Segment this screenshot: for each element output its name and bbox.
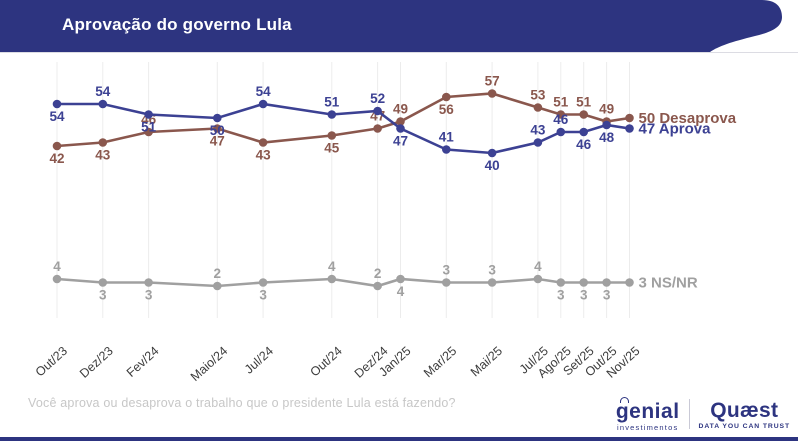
svg-text:53: 53: [530, 88, 546, 103]
genial-subtitle: investimentos: [616, 422, 679, 432]
genial-name: genial: [615, 399, 680, 423]
svg-text:3: 3: [557, 288, 565, 303]
svg-text:43: 43: [530, 123, 546, 138]
svg-text:46: 46: [576, 137, 592, 152]
svg-text:56: 56: [439, 102, 455, 117]
genial-logo: genial investimentos: [615, 396, 680, 432]
question-text: Você aprova ou desaprova o trabalho que …: [28, 396, 456, 410]
svg-text:51: 51: [576, 95, 592, 110]
svg-text:47: 47: [393, 134, 408, 149]
svg-text:3: 3: [603, 288, 611, 303]
quaest-wordmark: Quæst: [710, 399, 779, 423]
svg-text:4: 4: [53, 259, 61, 274]
svg-text:3: 3: [488, 263, 496, 278]
svg-text:4: 4: [397, 284, 405, 299]
svg-text:3: 3: [443, 263, 451, 278]
svg-text:46: 46: [553, 112, 569, 127]
svg-text:3 NS/NR: 3 NS/NR: [639, 275, 698, 292]
svg-text:3: 3: [259, 288, 267, 303]
genial-antenna-icon: [619, 396, 629, 403]
svg-text:54: 54: [49, 109, 65, 124]
svg-text:50: 50: [210, 123, 225, 138]
svg-text:2: 2: [214, 266, 222, 281]
svg-text:43: 43: [256, 148, 272, 163]
logo-divider: [688, 399, 690, 429]
svg-text:57: 57: [485, 74, 500, 89]
svg-text:Fev/24: Fev/24: [124, 344, 162, 380]
svg-text:3: 3: [580, 288, 588, 303]
header-banner: [0, 0, 782, 52]
svg-text:47: 47: [210, 134, 225, 149]
genial-wordmark: genial: [615, 396, 680, 423]
svg-text:52: 52: [370, 91, 385, 106]
svg-text:40: 40: [485, 158, 500, 173]
svg-text:54: 54: [256, 84, 272, 99]
header-banner-shape: [0, 0, 782, 52]
svg-text:Mar/25: Mar/25: [421, 344, 459, 380]
svg-text:Mai/25: Mai/25: [468, 344, 505, 380]
svg-text:50 Desaprova: 50 Desaprova: [639, 110, 737, 127]
svg-text:Maio/24: Maio/24: [188, 344, 230, 384]
svg-text:47 Aprova: 47 Aprova: [639, 121, 712, 138]
svg-text:Out/24: Out/24: [308, 344, 345, 380]
svg-text:41: 41: [439, 130, 455, 145]
svg-text:3: 3: [145, 288, 153, 303]
quaest-logo: Quæst DATA YOU CAN TRUST: [699, 400, 790, 431]
svg-text:Dez/23: Dez/23: [77, 344, 116, 381]
quaest-tagline: DATA YOU CAN TRUST: [698, 423, 790, 431]
svg-text:4: 4: [534, 259, 542, 274]
svg-text:2: 2: [374, 266, 382, 281]
page-title: Aprovação do governo Lula: [62, 15, 292, 34]
svg-text:51: 51: [324, 95, 340, 110]
bottom-accent-bar: [0, 437, 798, 441]
svg-text:3: 3: [99, 288, 107, 303]
svg-text:49: 49: [599, 102, 614, 117]
svg-text:51: 51: [141, 120, 157, 135]
svg-text:4: 4: [328, 259, 336, 274]
svg-text:Jul/24: Jul/24: [242, 344, 276, 377]
svg-text:54: 54: [95, 84, 111, 99]
svg-text:42: 42: [49, 151, 64, 166]
logos-block: genial investimentos Quæst DATA YOU CAN …: [615, 396, 790, 432]
svg-text:43: 43: [95, 148, 111, 163]
svg-text:51: 51: [553, 95, 569, 110]
svg-text:Out/23: Out/23: [33, 344, 70, 380]
svg-text:49: 49: [393, 102, 408, 117]
svg-text:45: 45: [324, 141, 340, 156]
svg-text:48: 48: [599, 130, 615, 145]
header-divider: [0, 52, 798, 53]
